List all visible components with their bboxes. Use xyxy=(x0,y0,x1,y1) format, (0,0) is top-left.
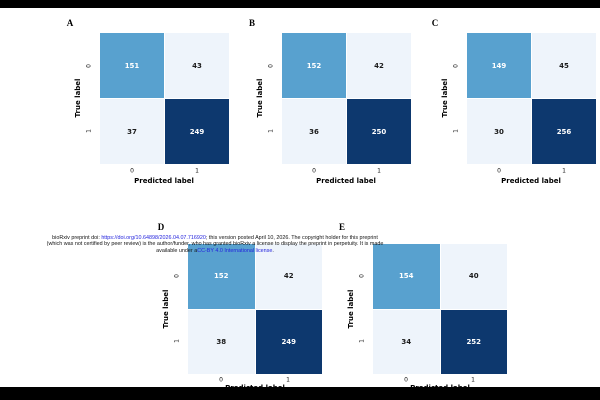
license-link[interactable]: CC-BY 4.0 International license xyxy=(197,247,273,254)
cell-d-true0-pred0: 152 xyxy=(188,244,255,309)
y-tick-d-1: 1 xyxy=(173,339,181,343)
confusion-matrix-c: 149 45 30 256 xyxy=(467,33,596,164)
x-tick-d-0: 0 xyxy=(219,376,223,384)
cell-e-true0-pred0: 154 xyxy=(373,244,440,309)
cell-c-true0-pred0: 149 xyxy=(467,33,531,98)
y-tick-c-0: 0 xyxy=(452,64,460,68)
cell-c-true1-pred1: 256 xyxy=(532,99,596,164)
y-axis-label-a: True label xyxy=(74,78,82,118)
y-tick-e-1: 1 xyxy=(358,339,366,343)
x-tick-b-1: 1 xyxy=(377,167,381,175)
notice-line3-prefix: available under a xyxy=(156,247,198,254)
cell-a-true0-pred1: 43 xyxy=(165,33,229,98)
confusion-matrix-d: 152 42 38 249 xyxy=(188,244,322,374)
y-tick-d-0: 0 xyxy=(173,274,181,278)
panel-label-c: C xyxy=(431,18,439,28)
cell-d-true1-pred1: 249 xyxy=(255,309,322,374)
x-tick-d-1: 1 xyxy=(286,376,290,384)
y-tick-b-0: 0 xyxy=(267,64,275,68)
cell-d-true1-pred0: 38 xyxy=(188,309,255,374)
x-tick-e-0: 0 xyxy=(404,376,408,384)
y-tick-e-0: 0 xyxy=(358,274,366,278)
y-axis-label-e: True label xyxy=(347,289,355,329)
x-axis-label-b: Predicted label xyxy=(316,177,376,185)
confusion-matrix-e: 154 40 34 252 xyxy=(373,244,507,374)
y-tick-b-1: 1 xyxy=(267,129,275,133)
doi-link[interactable]: https://doi.org/10.64898/2026.04.07.7169… xyxy=(101,235,206,241)
cell-b-true0-pred1: 42 xyxy=(347,33,411,98)
notice-line-2: (which was not certified by peer review)… xyxy=(46,241,384,248)
x-tick-c-1: 1 xyxy=(562,167,566,175)
cell-c-true1-pred0: 30 xyxy=(467,99,531,164)
x-tick-e-1: 1 xyxy=(471,376,475,384)
biorxiv-preprint-notice: bioRxiv preprint doi: https://doi.org/10… xyxy=(0,235,430,254)
y-axis-label-d: True label xyxy=(162,289,170,329)
cell-a-true1-pred0: 37 xyxy=(100,99,164,164)
x-tick-a-0: 0 xyxy=(130,167,134,175)
y-tick-c-1: 1 xyxy=(452,129,460,133)
panel-label-b: B xyxy=(248,18,256,28)
panel-label-e: E xyxy=(338,222,346,232)
letterbox-top xyxy=(0,0,600,8)
y-axis-label-b: True label xyxy=(256,78,264,118)
cell-e-true1-pred1: 252 xyxy=(440,309,507,374)
cell-e-true1-pred0: 34 xyxy=(373,309,440,374)
x-tick-b-0: 0 xyxy=(312,167,316,175)
confusion-matrix-a: 151 43 37 249 xyxy=(100,33,229,164)
notice-line-1: bioRxiv preprint doi: https://doi.org/10… xyxy=(0,235,430,241)
x-axis-label-c: Predicted label xyxy=(501,177,561,185)
confusion-matrix-b: 152 42 36 250 xyxy=(282,33,411,164)
y-axis-label-c: True label xyxy=(441,78,449,118)
cell-a-true0-pred0: 151 xyxy=(100,33,164,98)
cell-b-true0-pred0: 152 xyxy=(282,33,346,98)
x-axis-label-a: Predicted label xyxy=(134,177,194,185)
x-tick-c-0: 0 xyxy=(497,167,501,175)
cell-a-true1-pred1: 249 xyxy=(165,99,229,164)
cell-b-true1-pred1: 250 xyxy=(347,99,411,164)
x-tick-a-1: 1 xyxy=(195,167,199,175)
panel-label-a: A xyxy=(66,18,74,28)
panel-label-d: D xyxy=(157,222,165,232)
notice-line1-prefix: bioRxiv preprint doi: xyxy=(52,235,102,241)
letterbox-bottom xyxy=(0,387,600,400)
notice-line-3: available under aCC-BY 4.0 International… xyxy=(0,248,430,254)
cell-e-true0-pred1: 40 xyxy=(440,244,507,309)
figure-canvas: A 151 43 37 249 0 1 True label 0 1 Predi… xyxy=(0,8,600,392)
cell-c-true0-pred1: 45 xyxy=(532,33,596,98)
cell-b-true1-pred0: 36 xyxy=(282,99,346,164)
cell-d-true0-pred1: 42 xyxy=(255,244,322,309)
notice-line3-suffix: . xyxy=(272,247,274,254)
y-tick-a-0: 0 xyxy=(85,64,93,68)
y-tick-a-1: 1 xyxy=(85,129,93,133)
notice-line1-suffix: ; this version posted April 10, 2026. Th… xyxy=(205,235,378,241)
